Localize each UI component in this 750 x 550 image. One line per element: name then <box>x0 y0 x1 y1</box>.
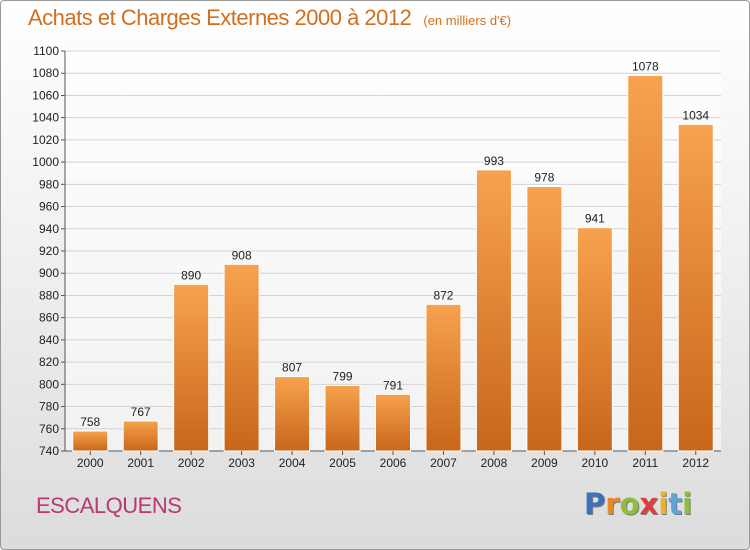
logo-letter: t <box>668 487 683 521</box>
x-tick-label: 2001 <box>127 456 154 470</box>
y-tick-label: 780 <box>39 400 59 414</box>
data-label: 890 <box>181 268 201 282</box>
logo-letter: o <box>619 487 640 521</box>
x-tick-label: 2009 <box>531 456 558 470</box>
x-tick-label: 2008 <box>481 456 508 470</box>
x-tick-label: 2006 <box>380 456 407 470</box>
data-label: 758 <box>80 415 100 429</box>
data-label: 872 <box>433 288 453 302</box>
y-tick-label: 900 <box>39 266 59 280</box>
x-tick-label: 2003 <box>228 456 255 470</box>
x-tick-label: 2005 <box>329 456 356 470</box>
bar <box>122 420 159 452</box>
x-tick-label: 2010 <box>581 456 608 470</box>
y-tick-label: 1000 <box>32 155 59 169</box>
data-label: 941 <box>585 212 605 226</box>
data-label: 767 <box>131 405 151 419</box>
bar <box>475 169 512 452</box>
data-label: 799 <box>333 369 353 383</box>
y-tick-label: 940 <box>39 222 59 236</box>
y-tick-label: 860 <box>39 311 59 325</box>
bar <box>375 393 411 452</box>
bar <box>425 303 462 452</box>
y-tick-label: 1020 <box>32 133 59 147</box>
bar <box>627 74 664 452</box>
data-label: 791 <box>383 378 403 392</box>
y-tick-label: 800 <box>39 377 59 391</box>
y-tick-label: 1040 <box>32 111 59 125</box>
commune-name: ESCALQUENS <box>36 493 182 518</box>
x-tick-label: 2000 <box>77 456 104 470</box>
bar <box>72 430 109 452</box>
y-tick-label: 1080 <box>32 66 59 80</box>
bar <box>223 263 260 452</box>
logo-letter: x <box>639 487 659 521</box>
y-tick-label: 920 <box>39 244 59 258</box>
proxiti-logo: Proxiti <box>584 487 692 521</box>
y-tick-label: 980 <box>39 177 59 191</box>
chart-title: Achats et Charges Externes 2000 à 2012 (e… <box>28 5 511 31</box>
logo-letter: i <box>658 487 669 521</box>
bar <box>173 283 210 452</box>
x-tick-label: 2002 <box>178 456 205 470</box>
logo-letter: r <box>605 487 620 521</box>
x-tick-label: 2012 <box>682 456 709 470</box>
x-tick-label: 2007 <box>430 456 457 470</box>
bar <box>677 123 714 452</box>
y-tick-label: 960 <box>39 200 59 214</box>
logo-letter: i <box>682 487 693 521</box>
bar <box>274 376 311 452</box>
bar <box>576 227 613 452</box>
x-tick-label: 2011 <box>632 456 658 470</box>
data-label: 993 <box>484 154 504 168</box>
data-label: 1078 <box>632 59 659 73</box>
title-text: Achats et Charges Externes 2000 à 2012 <box>28 5 412 30</box>
bar <box>324 384 361 452</box>
y-tick-label: 1060 <box>32 88 59 102</box>
y-tick-label: 1100 <box>33 44 59 58</box>
y-tick-label: 840 <box>39 333 59 347</box>
logo-letter: P <box>584 487 606 521</box>
data-label: 807 <box>282 361 302 375</box>
data-label: 1034 <box>682 108 709 122</box>
y-tick-label: 880 <box>39 288 59 302</box>
data-label: 978 <box>534 171 554 185</box>
chart-subtitle: (en milliers d'€) <box>423 13 512 28</box>
y-tick-label: 820 <box>39 355 59 369</box>
y-tick-label: 740 <box>39 444 59 458</box>
x-tick-label: 2004 <box>279 456 306 470</box>
bar <box>526 186 563 452</box>
y-tick-label: 760 <box>39 422 59 436</box>
data-label: 908 <box>232 248 252 262</box>
